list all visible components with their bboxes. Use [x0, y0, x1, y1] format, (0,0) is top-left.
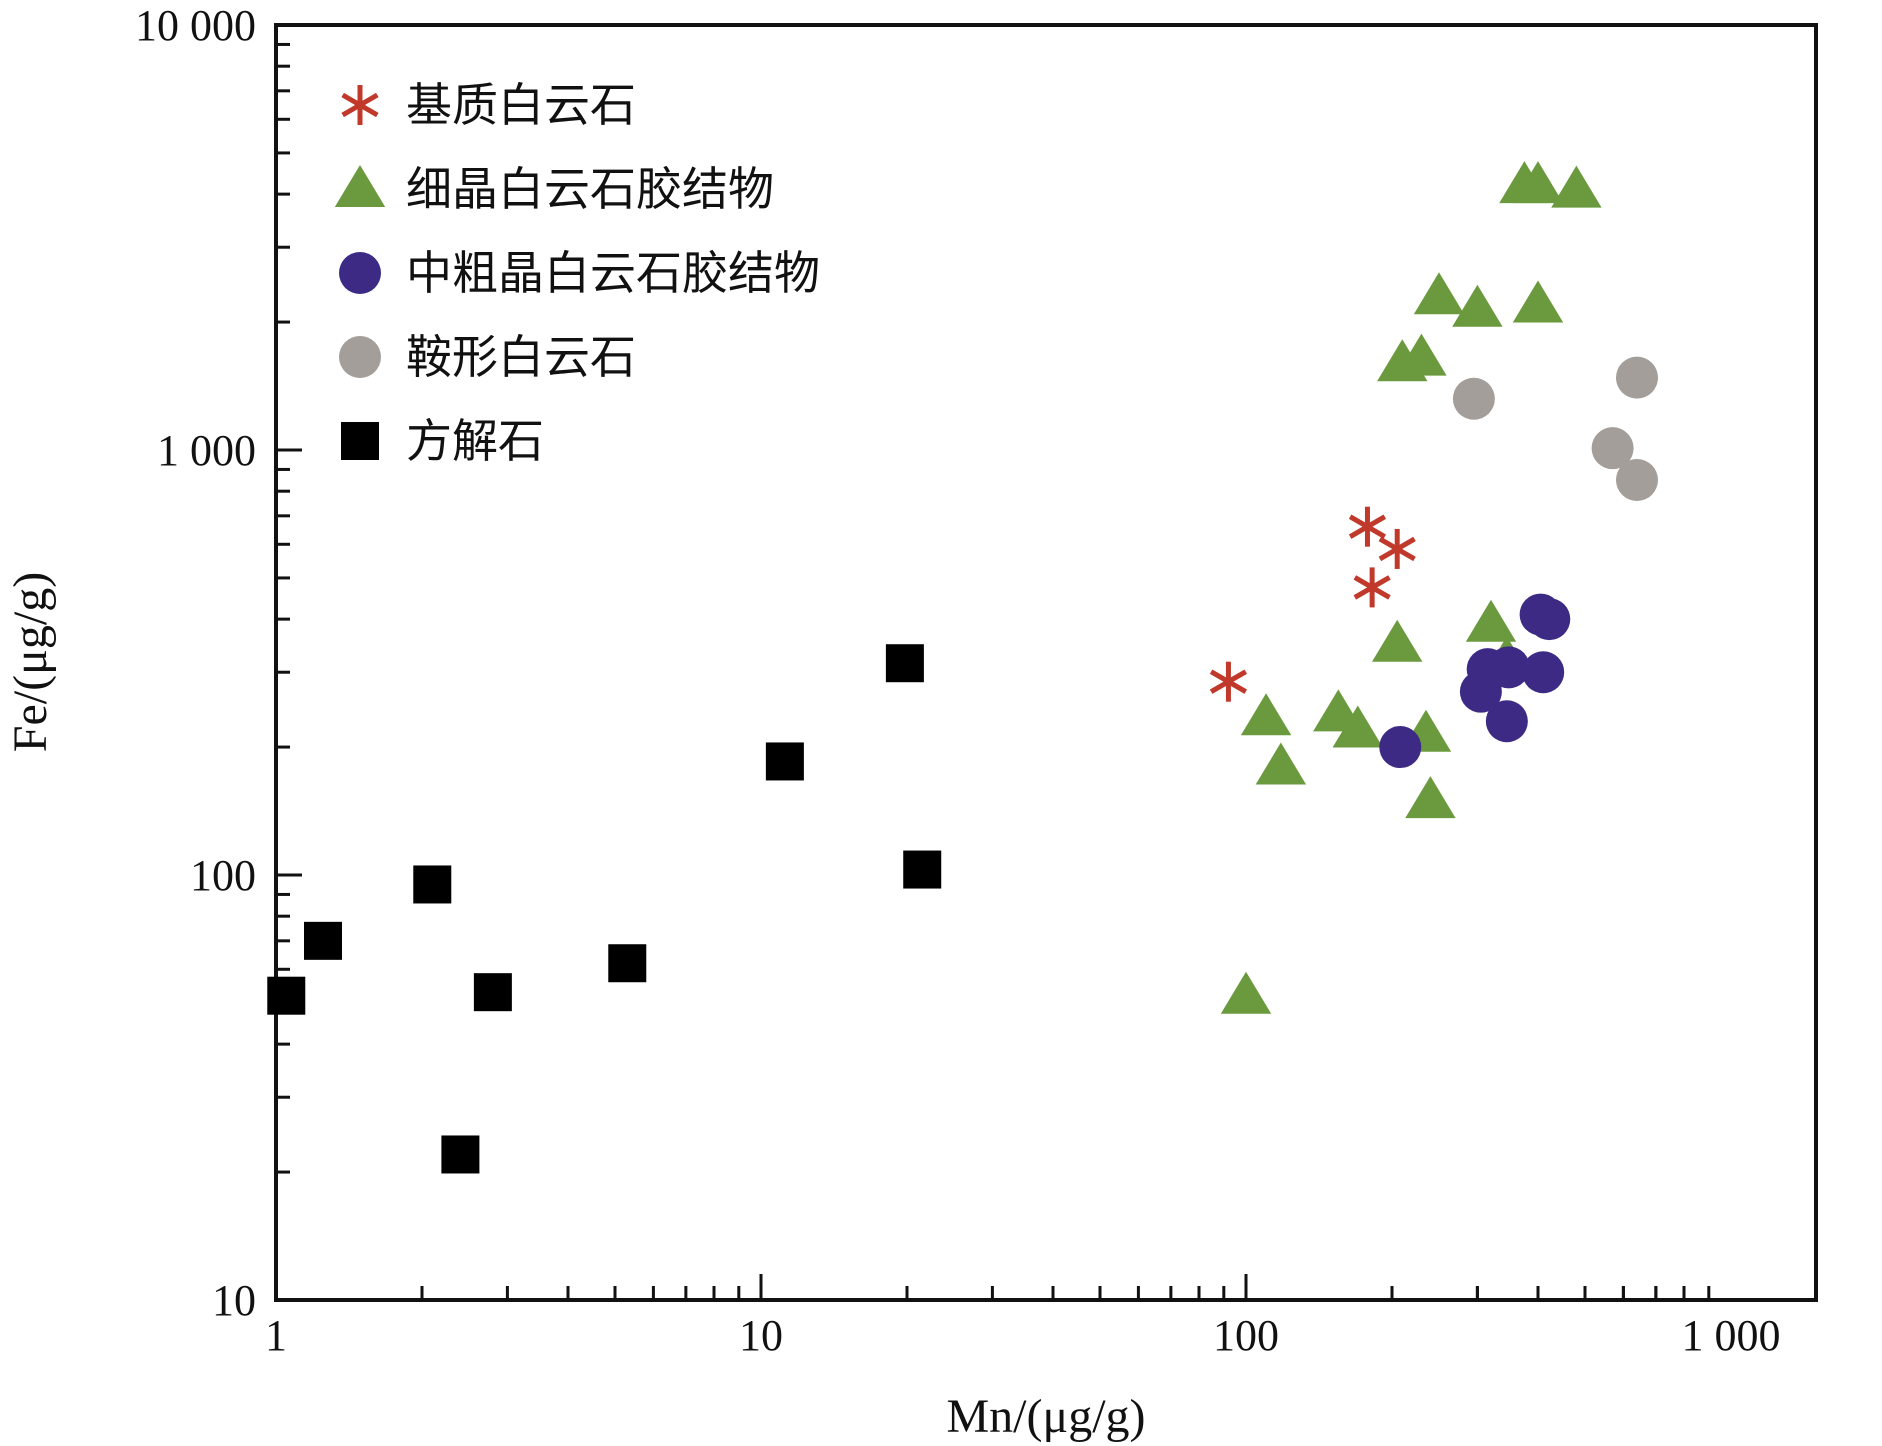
legend-label: 细晶白云石胶结物: [406, 162, 774, 216]
data-point: [1591, 427, 1634, 470]
legend-marker: [341, 422, 379, 460]
data-point: [413, 865, 452, 904]
data-point: [441, 1135, 480, 1174]
x-axis-title: Mn/(μg/g): [946, 1390, 1145, 1443]
x-tick-label: 10: [739, 1311, 783, 1360]
data-point: [1487, 646, 1530, 689]
data-point: [1255, 742, 1307, 785]
legend-item: 基质白云石: [341, 78, 636, 132]
data-point: [1615, 356, 1658, 399]
legend-label: 方解石: [406, 414, 544, 468]
data-point: [1452, 377, 1495, 420]
data-point: [765, 742, 804, 781]
data-point: [1396, 333, 1447, 376]
data-point: [1522, 651, 1565, 694]
data-point: [1528, 598, 1571, 641]
asterisk-stroke: [1348, 514, 1387, 539]
data-point: [1332, 705, 1383, 748]
data-point: [1452, 284, 1503, 327]
data-point: [304, 921, 343, 960]
data-point: [1220, 971, 1272, 1014]
data-point: [1378, 528, 1416, 569]
data-point: [1413, 272, 1465, 315]
asterisk-stroke: [341, 92, 379, 118]
legend-label: 中粗晶白云石胶结物: [406, 246, 820, 300]
data-point: [1348, 506, 1387, 547]
data-point: [1405, 776, 1456, 819]
data-point: [885, 644, 924, 683]
asterisk-stroke: [1209, 669, 1248, 694]
data-point: [1551, 165, 1602, 208]
legend-item: 方解石: [341, 414, 544, 468]
series-4: [267, 644, 942, 1174]
y-tick-label: 1 000: [157, 426, 256, 475]
x-tick-label: 1: [265, 1311, 287, 1360]
data-point: [1485, 700, 1528, 743]
legend-item: 中粗晶白云石胶结物: [339, 246, 820, 300]
x-tick-label: 100: [1213, 1311, 1279, 1360]
data-point: [1512, 280, 1564, 323]
y-tick-label: 10 000: [135, 1, 256, 50]
data-point: [1512, 161, 1564, 204]
legend-marker: [334, 165, 386, 207]
x-tick-label: 1 000: [1682, 1311, 1781, 1360]
data-point: [1379, 726, 1422, 769]
plot-frame: [274, 23, 1818, 1302]
legend-marker: [341, 85, 379, 125]
data-point: [1209, 661, 1248, 702]
y-axis-title: Fe/(μg/g): [4, 572, 57, 752]
legend-marker: [339, 252, 381, 294]
data-point: [1240, 693, 1292, 736]
legend-item: 鞍形白云石: [339, 330, 636, 384]
series-2: [1379, 593, 1571, 769]
legend-item: 细晶白云石胶结物: [334, 162, 774, 216]
series-3: [1452, 356, 1658, 501]
y-tick-label: 100: [190, 851, 256, 900]
data-point: [473, 973, 512, 1012]
legend-label: 鞍形白云石: [406, 330, 636, 384]
data-point: [903, 850, 942, 889]
legend-marker: [339, 336, 381, 378]
series-0: [1209, 506, 1416, 702]
data-point: [608, 944, 647, 983]
asterisk-stroke: [1353, 575, 1391, 600]
asterisk-stroke: [1378, 536, 1416, 562]
data-point: [1353, 567, 1391, 608]
legend-label: 基质白云石: [406, 78, 636, 132]
data-point: [267, 976, 306, 1015]
series-1: [1220, 161, 1602, 1014]
data-point: [1615, 458, 1658, 501]
y-tick-label: 10: [212, 1276, 256, 1325]
data-points: [267, 161, 1658, 1174]
data-point: [1465, 599, 1517, 642]
data-point: [1372, 619, 1423, 662]
